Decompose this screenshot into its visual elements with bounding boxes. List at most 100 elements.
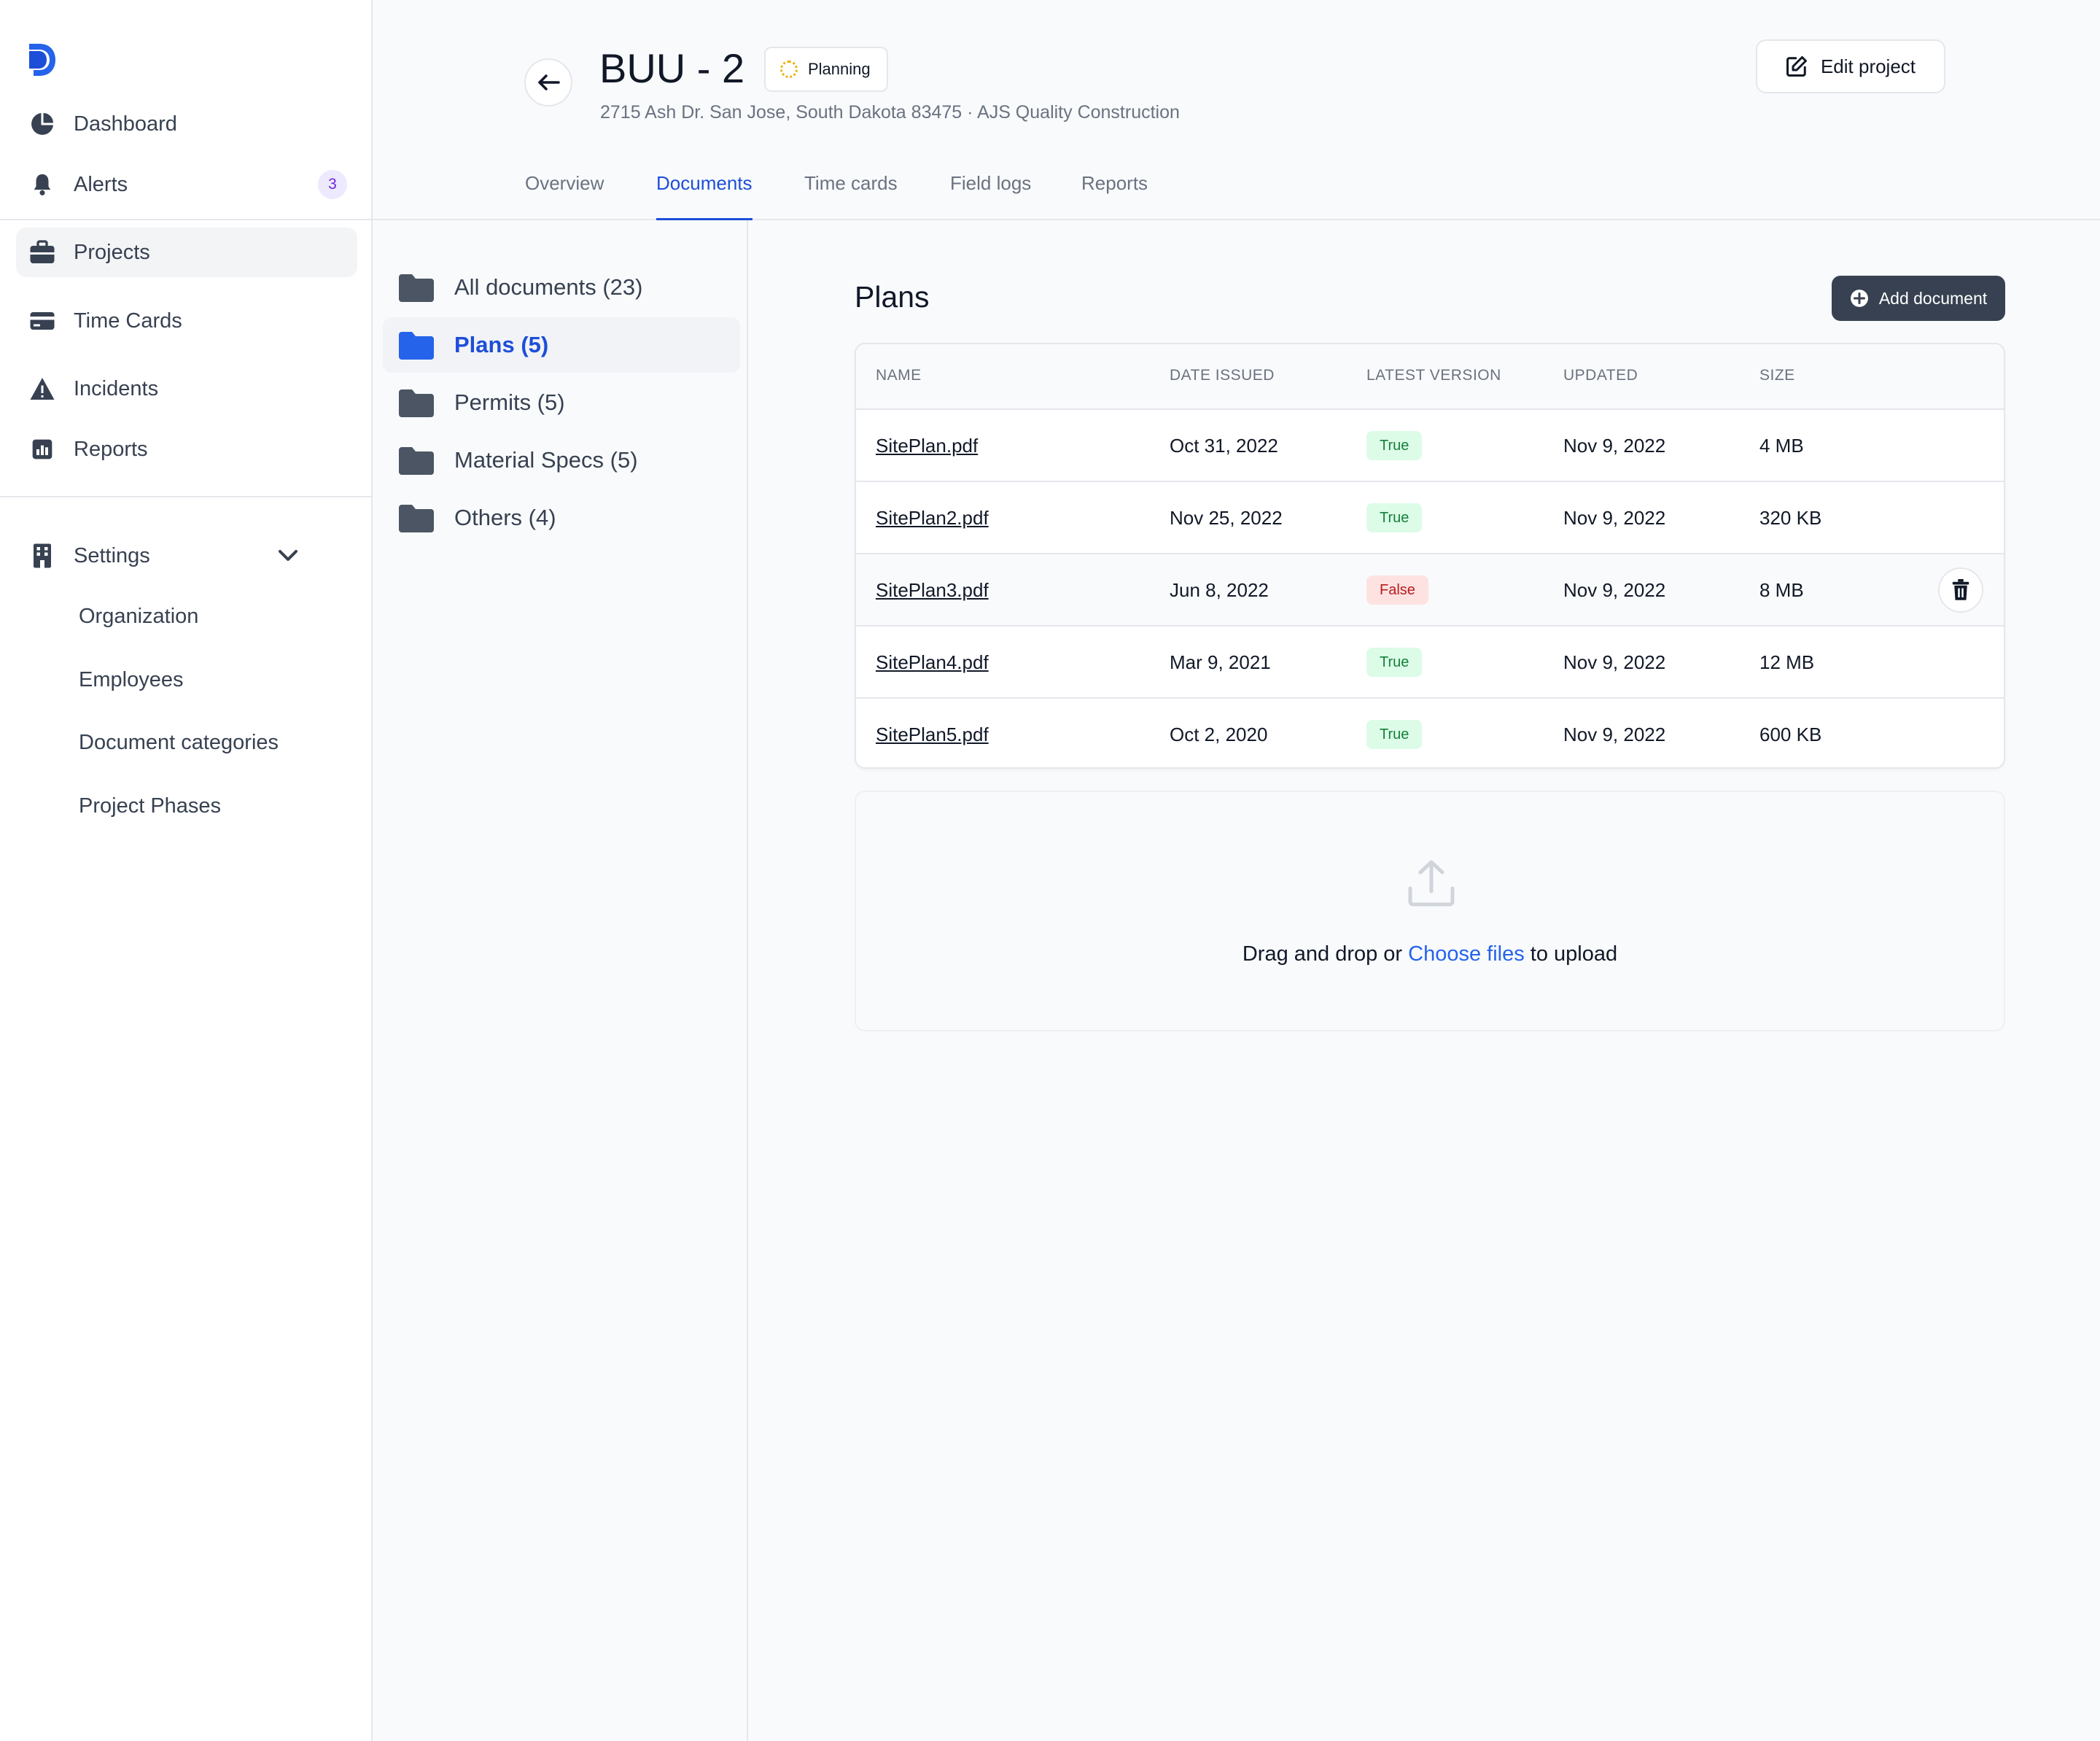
sidebar-divider <box>0 496 373 497</box>
nav-item-reports[interactable]: Reports <box>16 424 357 474</box>
date-issued: Jun 8, 2022 <box>1170 579 1269 601</box>
tab-overview[interactable]: Overview <box>525 172 604 194</box>
tab-field-logs[interactable]: Field logs <box>950 172 1032 194</box>
nav-label: Settings <box>74 543 150 567</box>
column-header-date-issued[interactable]: DATE ISSUED <box>1170 367 1275 384</box>
latest-version-badge: True <box>1366 503 1423 532</box>
folder-icon <box>399 332 434 360</box>
sidebar: Dashboard Alerts 3 Projects Time Cards I… <box>0 0 373 1741</box>
bell-icon <box>28 170 57 199</box>
back-button[interactable] <box>524 58 572 106</box>
nav-item-time-cards[interactable]: Time Cards <box>16 296 357 346</box>
folder-item-others[interactable]: Others (4) <box>383 490 740 546</box>
add-document-label: Add document <box>1878 288 1988 308</box>
folder-icon <box>399 505 434 532</box>
updated-date: Nov 9, 2022 <box>1563 579 1666 601</box>
dropzone-prefix: Drag and drop or <box>1242 942 1409 966</box>
project-tabs: Overview Documents Time cards Field logs… <box>0 159 2100 220</box>
app-logo-icon[interactable] <box>26 41 58 79</box>
latest-version-badge: True <box>1366 648 1423 677</box>
briefcase-icon <box>28 238 57 267</box>
dropzone-suffix: to upload <box>1524 942 1618 966</box>
folder-item-material-specs[interactable]: Material Specs (5) <box>383 433 740 488</box>
table-row[interactable]: SitePlan3.pdf Jun 8, 2022 False Nov 9, 2… <box>856 554 2004 627</box>
settings-item-project-phases[interactable]: Project Phases <box>79 794 222 818</box>
latest-version-badge: True <box>1366 720 1423 749</box>
project-address: 2715 Ash Dr. San Jose, South Dakota 8347… <box>600 102 1180 123</box>
file-name-link[interactable]: SitePlan5.pdf <box>876 724 989 745</box>
latest-version-badge: True <box>1366 431 1423 460</box>
table-row[interactable]: SitePlan5.pdf Oct 2, 2020 True Nov 9, 20… <box>856 699 2004 767</box>
status-badge: Planning <box>764 47 888 92</box>
nav-item-settings[interactable]: Settings <box>16 531 357 581</box>
choose-files-link[interactable]: Choose files <box>1408 942 1525 966</box>
folder-item-all-documents[interactable]: All documents (23) <box>383 260 740 315</box>
folder-icon <box>399 447 434 475</box>
folder-label: Plans (5) <box>454 332 549 357</box>
page-title: BUU - 2 <box>599 45 745 91</box>
building-icon <box>28 541 57 570</box>
chevron-down-icon[interactable] <box>276 543 300 568</box>
file-dropzone[interactable]: Drag and drop or Choose files to upload <box>855 791 2005 1031</box>
bar-chart-icon <box>28 435 57 464</box>
folder-label: Others (4) <box>454 505 556 530</box>
nav-label: Alerts <box>74 172 128 196</box>
file-size: 320 KB <box>1759 507 1822 529</box>
date-issued: Nov 25, 2022 <box>1170 507 1283 529</box>
latest-version-badge: False <box>1366 575 1428 605</box>
pie-chart-icon <box>28 109 57 139</box>
table-row[interactable]: SitePlan4.pdf Mar 9, 2021 True Nov 9, 20… <box>856 627 2004 699</box>
nav-item-dashboard[interactable]: Dashboard <box>16 99 357 149</box>
file-size: 8 MB <box>1759 579 1804 601</box>
tab-documents[interactable]: Documents <box>656 172 752 220</box>
arrow-left-icon <box>538 74 560 90</box>
folder-label: Permits (5) <box>454 389 565 415</box>
column-header-size[interactable]: SIZE <box>1759 367 1795 384</box>
trash-icon <box>1952 579 1969 600</box>
nav-label: Dashboard <box>74 112 177 136</box>
file-name-link[interactable]: SitePlan2.pdf <box>876 507 989 529</box>
date-issued: Oct 31, 2022 <box>1170 435 1278 457</box>
folder-icon <box>399 274 434 302</box>
file-size: 4 MB <box>1759 435 1804 457</box>
table-row[interactable]: SitePlan.pdf Oct 31, 2022 True Nov 9, 20… <box>856 410 2004 482</box>
updated-date: Nov 9, 2022 <box>1563 724 1666 745</box>
updated-date: Nov 9, 2022 <box>1563 507 1666 529</box>
spinner-icon <box>780 61 798 78</box>
status-label: Planning <box>808 60 871 78</box>
nav-label: Time Cards <box>74 309 182 333</box>
delete-button[interactable] <box>1938 567 1983 613</box>
nav-item-alerts[interactable]: Alerts 3 <box>16 160 357 209</box>
upload-icon <box>1408 860 1455 907</box>
plus-circle-icon <box>1850 290 1868 307</box>
tab-time-cards[interactable]: Time cards <box>804 172 898 194</box>
edit-project-label: Edit project <box>1820 55 1916 77</box>
nav-label: Reports <box>74 437 148 461</box>
add-document-button[interactable]: Add document <box>1832 276 2005 321</box>
settings-item-document-categories[interactable]: Document categories <box>79 731 279 754</box>
updated-date: Nov 9, 2022 <box>1563 651 1666 673</box>
date-issued: Mar 9, 2021 <box>1170 651 1271 673</box>
settings-item-employees[interactable]: Employees <box>79 668 184 691</box>
edit-icon <box>1786 56 1807 77</box>
updated-date: Nov 9, 2022 <box>1563 435 1666 457</box>
folder-item-permits[interactable]: Permits (5) <box>383 375 740 430</box>
column-header-name[interactable]: NAME <box>876 367 922 384</box>
column-header-updated[interactable]: UPDATED <box>1563 367 1638 384</box>
settings-item-organization[interactable]: Organization <box>79 605 199 628</box>
nav-item-projects[interactable]: Projects <box>16 228 357 277</box>
dropzone-text: Drag and drop or Choose files to upload <box>856 942 2004 966</box>
folder-item-plans[interactable]: Plans (5) <box>383 317 740 373</box>
nav-item-incidents[interactable]: Incidents <box>16 364 357 414</box>
file-size: 12 MB <box>1759 651 1815 673</box>
file-name-link[interactable]: SitePlan.pdf <box>876 435 979 457</box>
file-size: 600 KB <box>1759 724 1822 745</box>
table-row[interactable]: SitePlan2.pdf Nov 25, 2022 True Nov 9, 2… <box>856 482 2004 554</box>
tab-reports[interactable]: Reports <box>1081 172 1148 194</box>
edit-project-button[interactable]: Edit project <box>1756 39 1945 93</box>
column-header-latest-version[interactable]: LATEST VERSION <box>1366 367 1501 384</box>
folder-label: Material Specs (5) <box>454 447 638 473</box>
table-header: NAME DATE ISSUED LATEST VERSION UPDATED … <box>856 344 2004 410</box>
file-name-link[interactable]: SitePlan3.pdf <box>876 579 989 601</box>
file-name-link[interactable]: SitePlan4.pdf <box>876 651 989 673</box>
